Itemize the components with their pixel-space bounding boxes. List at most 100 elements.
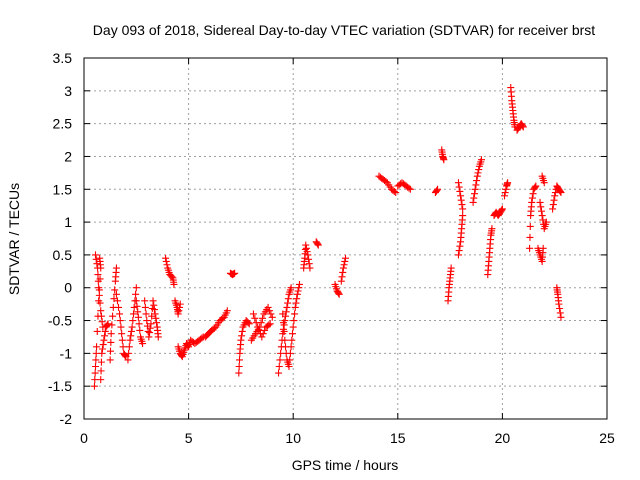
data-point [472, 181, 480, 189]
data-point [268, 313, 276, 321]
data-point [539, 244, 547, 252]
data-point [175, 307, 183, 315]
data-point [456, 242, 464, 250]
data-point [132, 297, 140, 305]
data-point [176, 300, 184, 308]
data-point [112, 290, 120, 298]
data-point [104, 320, 112, 328]
data-point [406, 185, 414, 193]
data-point [118, 330, 126, 338]
y-tick-label: 0.5 [53, 247, 73, 263]
data-point [235, 362, 243, 370]
data-point [295, 284, 303, 292]
data-point [90, 382, 98, 390]
data-point [92, 255, 100, 263]
data-point [235, 369, 243, 377]
data-point [142, 310, 150, 318]
data-point [149, 297, 157, 305]
data-point [124, 356, 132, 364]
data-point [536, 198, 544, 206]
data-point [154, 333, 162, 341]
data-point [163, 261, 171, 269]
data-point [231, 269, 239, 277]
data-point [92, 362, 100, 370]
data-point [290, 317, 298, 325]
data-point [107, 330, 115, 338]
data-point [147, 320, 155, 328]
data-point [99, 341, 107, 349]
data-point [96, 254, 104, 262]
data-point [279, 319, 287, 327]
data-point [112, 264, 120, 272]
data-point [101, 332, 109, 340]
data-point [475, 166, 483, 174]
data-point [287, 343, 295, 351]
data-point [108, 321, 116, 329]
data-point [111, 286, 119, 294]
data-point [550, 196, 558, 204]
data-point [477, 156, 485, 164]
data-point [236, 356, 244, 364]
data-point [127, 332, 135, 340]
data-point [119, 343, 127, 351]
data-point [459, 205, 467, 213]
data-point [153, 319, 161, 327]
data-point [501, 189, 509, 197]
data-point [106, 356, 114, 364]
data-point [302, 241, 310, 249]
data-point [549, 205, 557, 213]
data-point [275, 362, 283, 370]
x-axis-label: GPS time / hours [292, 457, 399, 473]
data-point [146, 329, 154, 337]
data-point [118, 336, 126, 344]
data-point [433, 186, 441, 194]
grid-lines [84, 58, 607, 419]
data-point [150, 306, 158, 314]
data-point [174, 310, 182, 318]
data-point [473, 172, 481, 180]
data-point [98, 349, 106, 357]
data-point [542, 218, 550, 226]
data-point [537, 207, 545, 215]
data-point [304, 251, 312, 259]
y-tick-label: 3 [64, 83, 72, 99]
data-point [390, 187, 398, 195]
data-point [335, 289, 343, 297]
data-point [96, 299, 104, 307]
data-point [237, 336, 245, 344]
data-point [97, 376, 105, 384]
data-point [557, 189, 565, 197]
data-point [500, 192, 508, 200]
data-point [93, 260, 101, 268]
data-point [281, 336, 289, 344]
data-point [265, 321, 273, 329]
data-point [288, 336, 296, 344]
data-point [162, 254, 170, 262]
data-point [93, 327, 101, 335]
y-tick-label: 1.5 [53, 181, 73, 197]
data-point [134, 308, 142, 316]
data-point [473, 177, 481, 185]
data-point [126, 336, 134, 344]
data-point [283, 303, 291, 311]
data-point [454, 251, 462, 259]
data-point [314, 241, 322, 249]
data-point [557, 313, 565, 321]
data-point [136, 326, 144, 334]
data-point [284, 299, 292, 307]
data-point [134, 313, 142, 321]
data-point [291, 310, 299, 318]
y-axis-label: SDTVAR / TECUs [6, 183, 22, 295]
data-point [259, 330, 267, 338]
x-tick-label: 5 [185, 430, 193, 446]
data-point [405, 184, 413, 192]
data-point [92, 251, 100, 259]
data-point [168, 273, 176, 281]
y-tick-label: -2 [60, 411, 73, 427]
data-point [106, 347, 114, 355]
data-point [97, 358, 105, 366]
data-point [150, 301, 158, 309]
data-point [305, 255, 313, 263]
data-point [528, 198, 536, 206]
data-point [244, 319, 252, 327]
